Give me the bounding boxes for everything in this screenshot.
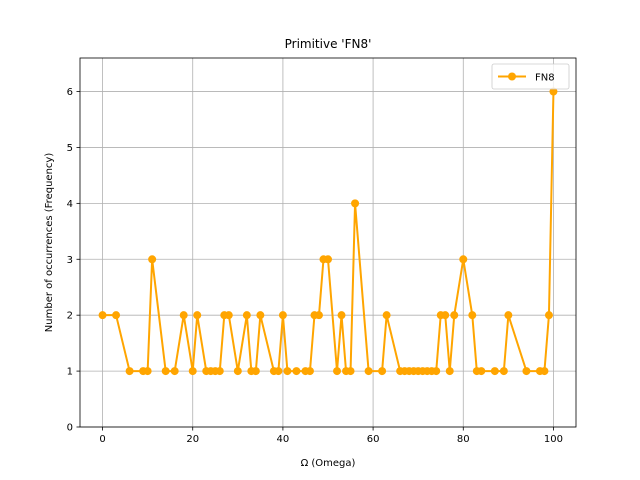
data-point (251, 367, 260, 376)
data-point (283, 367, 292, 376)
data-point (544, 311, 553, 320)
data-point (490, 367, 499, 376)
data-point (242, 311, 251, 320)
data-point (337, 311, 346, 320)
data-point (549, 87, 558, 96)
data-point (314, 311, 323, 320)
y-tick-label: 0 (67, 423, 73, 434)
x-tick-label: 20 (186, 434, 199, 445)
data-point (233, 367, 242, 376)
chart-title: Primitive 'FN8' (285, 37, 372, 51)
data-point (305, 367, 314, 376)
plot-frame (79, 57, 577, 428)
data-point (504, 311, 513, 320)
y-tick-label: 5 (67, 143, 73, 154)
legend-box (491, 63, 570, 90)
data-point (441, 311, 450, 320)
data-point (499, 367, 508, 376)
series-line (102, 91, 555, 373)
data-point (188, 367, 197, 376)
data-point (522, 367, 531, 376)
data-point (378, 367, 387, 376)
data-point (351, 199, 360, 208)
data-point (148, 255, 157, 264)
data-point (468, 311, 477, 320)
y-tick-label: 4 (67, 199, 73, 210)
y-tick-label: 6 (67, 87, 73, 98)
series-layer (98, 87, 558, 376)
data-point (224, 311, 233, 320)
data-point (459, 255, 468, 264)
legend: FN8 (491, 63, 570, 90)
data-point (193, 311, 202, 320)
data-point (179, 311, 188, 320)
data-point (477, 367, 486, 376)
legend-marker (508, 72, 516, 81)
data-point (333, 367, 342, 376)
data-point (445, 367, 454, 376)
data-point (346, 367, 355, 376)
data-point (382, 311, 391, 320)
x-axis-label: Ω (Omega) (301, 458, 356, 469)
data-point (292, 367, 301, 376)
data-point (278, 311, 287, 320)
x-tick-label: 100 (544, 434, 563, 445)
y-tick-label: 1 (67, 367, 73, 378)
x-tick-label: 0 (99, 434, 105, 445)
data-point (540, 367, 549, 376)
data-point (364, 367, 373, 376)
data-point (98, 311, 107, 320)
data-point (161, 367, 170, 376)
data-point (450, 311, 459, 320)
data-point (112, 311, 121, 320)
data-point (170, 367, 179, 376)
x-tick-label: 40 (277, 434, 290, 445)
y-axis: 0 1 2 3 4 5 6 (67, 87, 80, 434)
y-axis-label: Number of occurrences (Frequency) (44, 153, 55, 333)
legend-label: FN8 (535, 73, 555, 84)
data-point (256, 311, 265, 320)
x-tick-label: 60 (367, 434, 380, 445)
data-point (324, 255, 332, 264)
x-axis: 0 20 40 60 80 100 (99, 427, 563, 445)
data-point (274, 367, 283, 376)
data-point (432, 367, 441, 376)
data-point (143, 367, 152, 376)
y-tick-label: 2 (67, 311, 73, 322)
y-tick-label: 3 (67, 255, 73, 266)
data-point (215, 367, 224, 376)
data-point (125, 367, 134, 376)
x-tick-label: 80 (457, 434, 470, 445)
